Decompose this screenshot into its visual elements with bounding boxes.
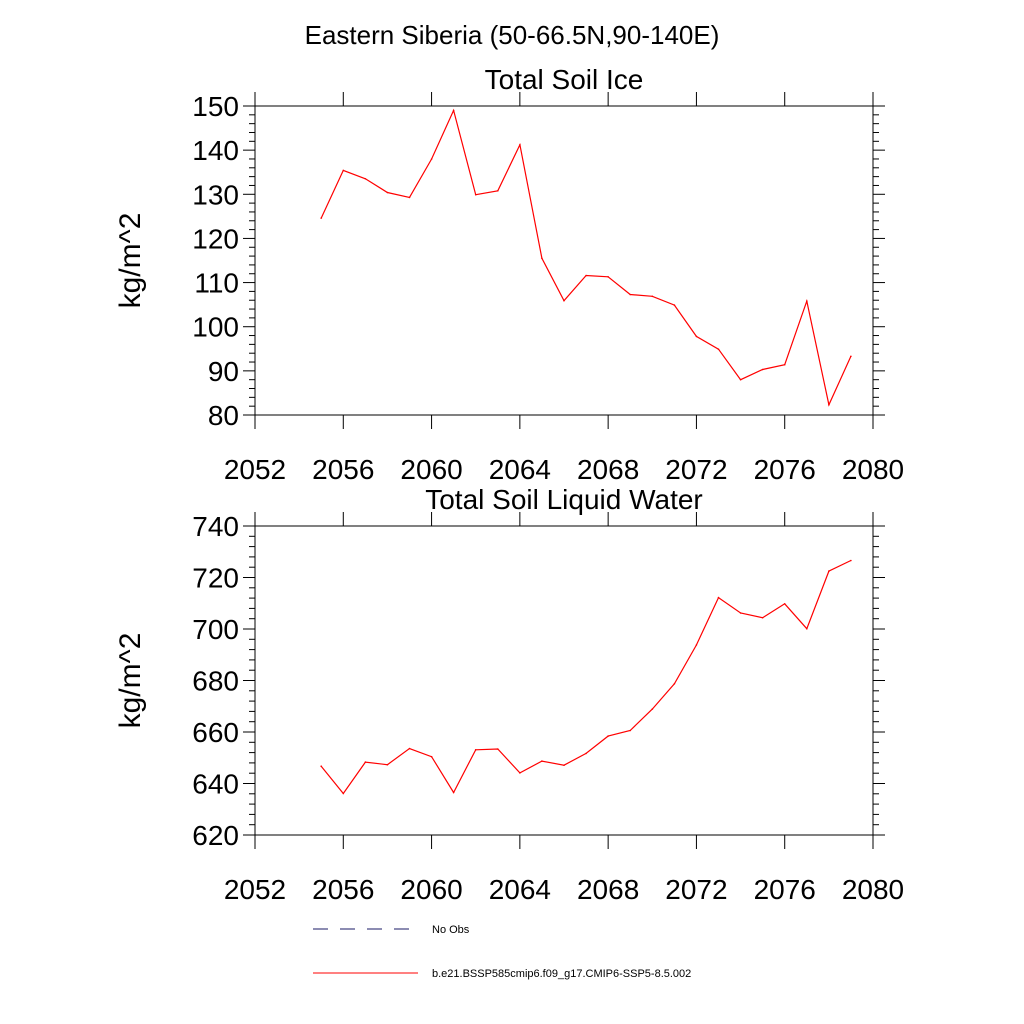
x-tick-label: 2072 xyxy=(665,454,727,485)
legend-label: No Obs xyxy=(432,924,470,936)
y-tick-label: 660 xyxy=(192,717,239,748)
x-tick-label: 2056 xyxy=(312,874,374,905)
x-tick-label: 2076 xyxy=(754,454,816,485)
data-point xyxy=(629,293,631,296)
legend-entry-2: b.e21.BSSP585cmip6.f09_g17.CMIP6-SSP5-8.… xyxy=(313,968,691,980)
data-point xyxy=(585,274,587,277)
data-point xyxy=(828,404,830,406)
chart-title: Total Soil Ice xyxy=(485,64,644,95)
data-point xyxy=(430,158,433,160)
x-tick-label: 2080 xyxy=(842,874,904,905)
data-point xyxy=(386,191,389,194)
data-point xyxy=(806,300,808,302)
data-point xyxy=(739,612,742,614)
data-point xyxy=(541,257,543,260)
x-tick-label: 2068 xyxy=(577,874,639,905)
data-point xyxy=(695,335,698,338)
data-point xyxy=(563,299,565,302)
data-point xyxy=(783,363,786,366)
y-tick-label: 620 xyxy=(192,820,239,851)
y-tick-label: 740 xyxy=(192,511,239,542)
y-axis-label: kg/m^2 xyxy=(114,633,147,729)
x-tick-label: 2064 xyxy=(489,874,551,905)
data-point xyxy=(717,348,720,351)
data-point xyxy=(408,747,411,750)
y-tick-label: 120 xyxy=(192,223,239,254)
data-point xyxy=(408,196,411,199)
data-point xyxy=(519,772,521,774)
data-point xyxy=(541,760,543,762)
series-line xyxy=(320,559,852,795)
x-tick-label: 2052 xyxy=(224,874,286,905)
x-tick-label: 2060 xyxy=(400,874,462,905)
y-tick-label: 720 xyxy=(192,563,239,594)
plot-frame xyxy=(254,525,874,836)
y-tick-label: 90 xyxy=(208,356,239,387)
y-tick-label: 150 xyxy=(192,91,239,122)
y-tick-label: 100 xyxy=(192,312,239,343)
page-title: Eastern Siberia (50-66.5N,90-140E) xyxy=(305,20,720,50)
data-point xyxy=(828,570,830,572)
data-point xyxy=(673,304,676,306)
chart-panel-2: 2052 2056 2060 2064 2068 2072 2076 2080 620 640 66… xyxy=(114,484,904,905)
y-tick-label: 640 xyxy=(192,769,239,800)
data-point xyxy=(563,764,565,766)
data-point xyxy=(695,644,698,646)
data-point xyxy=(497,190,499,192)
chart-title: Total Soil Liquid Water xyxy=(425,484,703,515)
data-point xyxy=(607,735,609,737)
series-line xyxy=(320,108,852,407)
legend: No Obs b.e21.BSSP585cmip6.f09_g17.CMIP6-S… xyxy=(313,924,691,980)
x-tick-label: 2072 xyxy=(665,874,727,905)
data-point xyxy=(850,355,852,358)
x-tick-label: 2052 xyxy=(224,454,286,485)
charts: 2052 2056 2060 2064 2068 2072 2076 2080 80 90 100 1… xyxy=(114,64,904,905)
x-tick-label: 2064 xyxy=(489,454,551,485)
x-tick-label: 2060 xyxy=(400,454,462,485)
data-point xyxy=(342,792,345,795)
legend-label: b.e21.BSSP585cmip6.f09_g17.CMIP6-SSP5-8.… xyxy=(432,968,691,980)
data-point xyxy=(474,193,477,196)
data-point xyxy=(607,276,609,278)
data-point xyxy=(673,683,676,685)
data-point xyxy=(717,596,720,599)
data-point xyxy=(850,559,852,562)
data-point xyxy=(585,752,587,755)
data-point xyxy=(342,169,345,172)
legend-entry-1: No Obs xyxy=(313,924,470,936)
data-point xyxy=(452,109,455,112)
data-point xyxy=(320,217,323,219)
data-point xyxy=(452,791,455,794)
data-point xyxy=(761,616,764,619)
x-tick-label: 2076 xyxy=(754,874,816,905)
x-tick-label: 2056 xyxy=(312,454,374,485)
data-point xyxy=(806,627,808,630)
x-tick-label: 2068 xyxy=(577,454,639,485)
y-tick-label: 680 xyxy=(192,666,239,697)
data-point xyxy=(651,708,654,710)
y-axis-label: kg/m^2 xyxy=(114,213,147,309)
data-point xyxy=(519,144,521,146)
y-tick-label: 700 xyxy=(192,614,239,645)
data-point xyxy=(320,765,323,767)
data-point xyxy=(474,749,477,751)
x-tick-label: 2080 xyxy=(842,454,904,485)
y-tick-label: 110 xyxy=(194,268,239,299)
plot-frame xyxy=(254,105,874,416)
chart-panel-1: 2052 2056 2060 2064 2068 2072 2076 2080 80 90 100 1… xyxy=(114,64,904,485)
y-tick-label: 140 xyxy=(192,135,239,166)
data-point xyxy=(430,755,433,758)
data-point xyxy=(364,178,367,180)
data-point xyxy=(364,761,367,763)
data-point xyxy=(497,748,499,750)
y-tick-label: 130 xyxy=(192,179,239,210)
data-point xyxy=(651,295,654,298)
y-tick-label: 80 xyxy=(208,400,239,431)
data-point xyxy=(739,378,742,381)
data-point xyxy=(761,368,764,371)
data-point xyxy=(629,729,631,732)
data-point xyxy=(783,603,786,605)
data-point xyxy=(386,763,389,766)
